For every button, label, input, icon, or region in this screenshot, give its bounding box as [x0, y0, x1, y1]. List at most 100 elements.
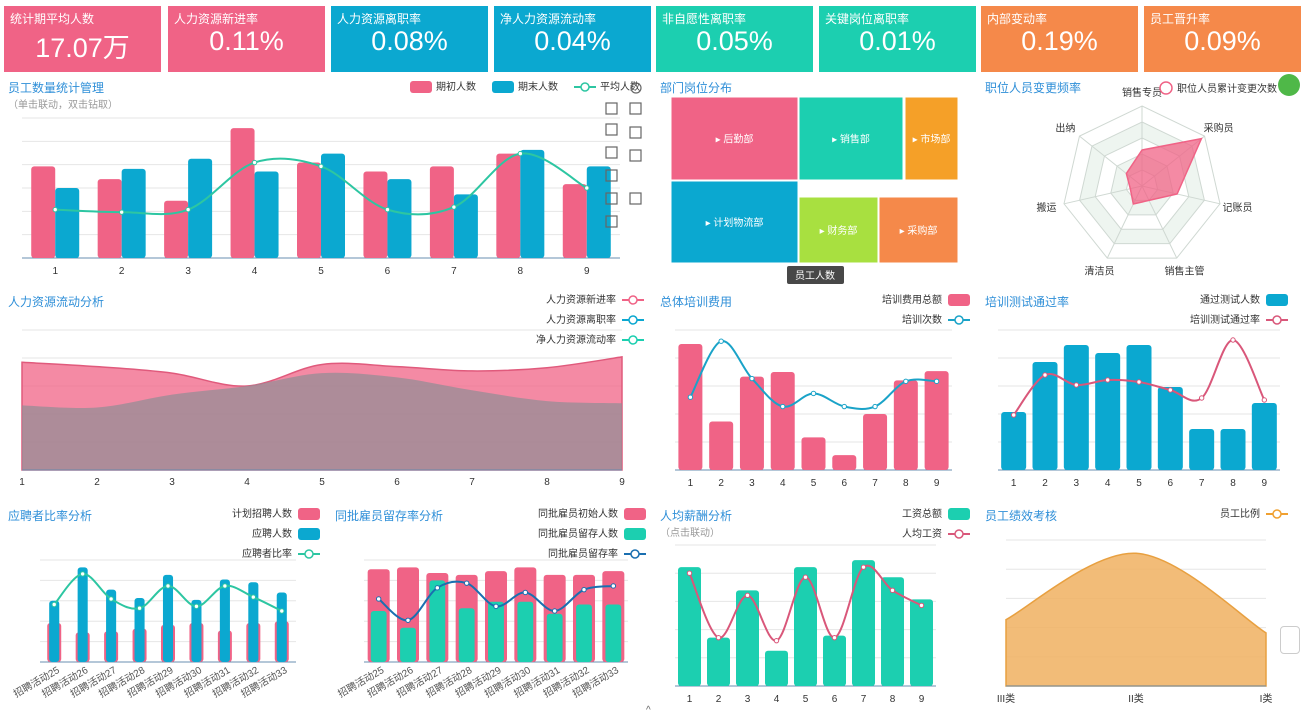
kpi-card[interactable]: 人力资源离职率 0.08%	[331, 6, 488, 72]
kpi-card[interactable]: 员工晋升率 0.09%	[1144, 6, 1301, 72]
series-line	[689, 340, 937, 410]
bar	[370, 611, 387, 662]
x-tick-label: 招聘活动26	[39, 663, 90, 700]
x-tick-label: 9	[919, 694, 925, 705]
kpi-value: 0.04%	[534, 26, 611, 56]
dept-title: 部门岗位分布	[660, 81, 733, 95]
bar	[191, 599, 202, 662]
bar	[924, 371, 949, 470]
bar	[134, 598, 145, 662]
legend-label: 同批雇员留存人数	[538, 527, 618, 540]
kpi-card[interactable]: 人力资源新进率 0.11%	[168, 6, 325, 72]
restore-icon	[605, 102, 618, 115]
side-float-button-2[interactable]	[1280, 626, 1300, 654]
kpi-title: 统计期平均人数	[10, 12, 95, 26]
bar	[485, 571, 507, 662]
x-tick-label: 4	[774, 694, 780, 705]
radar-indicator-label: 记账员	[1223, 202, 1253, 214]
bar	[488, 601, 504, 662]
bar	[188, 158, 213, 258]
x-tick-label: 4	[252, 266, 258, 277]
tooltip-text: 员工人数	[795, 269, 835, 282]
line-point	[517, 150, 524, 157]
legend-swatch	[298, 528, 320, 540]
kpi-card[interactable]: 非自愿性离职率 0.05%	[656, 6, 813, 72]
kpi-title: 关键岗位离职率	[825, 12, 910, 26]
kpi-card[interactable]: 净人力资源流动率 0.04%	[494, 6, 651, 72]
x-tick-label: 9	[619, 477, 625, 488]
line-point	[451, 204, 457, 210]
x-tick-label: 7	[872, 478, 878, 489]
line-type-icon	[629, 149, 642, 162]
line-point	[52, 206, 58, 213]
retention-title: 同批雇员留存率分析	[335, 509, 444, 523]
line-point	[118, 209, 125, 215]
bar	[189, 623, 204, 662]
legend-swatch-dot	[628, 315, 638, 325]
legend-swatch	[948, 294, 970, 306]
x-tick-label: 2	[94, 477, 100, 488]
radar-axis	[1141, 135, 1205, 187]
line-point	[136, 605, 143, 611]
bar	[132, 628, 147, 662]
bar	[367, 569, 390, 662]
treemap-label: ▸ 计划物流部	[706, 216, 764, 229]
series-line	[1012, 338, 1266, 416]
radar-ring	[1094, 137, 1190, 230]
line-point	[889, 587, 896, 594]
kpi-card[interactable]: 关键岗位离职率 0.01%	[819, 6, 976, 72]
line-point	[551, 608, 558, 614]
line-point	[581, 586, 587, 593]
bar	[77, 567, 88, 662]
copy-icon	[605, 146, 618, 159]
x-tick-label: 招聘活动27	[68, 663, 119, 700]
fullscreen-icon	[629, 102, 642, 115]
series-line	[688, 564, 922, 642]
bar	[400, 627, 416, 662]
kpi-title: 人力资源离职率	[337, 12, 422, 26]
radar-ring	[1125, 169, 1159, 201]
scroll-up-icon[interactable]: ^	[646, 705, 651, 716]
bar	[1095, 353, 1121, 470]
bar	[514, 567, 537, 662]
line-point	[1261, 397, 1268, 403]
treemap-cell	[670, 96, 799, 181]
x-tick-label: 8	[544, 477, 550, 488]
x-tick-label: 招聘活动27	[394, 663, 445, 700]
bar	[543, 574, 566, 662]
area-series	[22, 372, 622, 470]
kpi-card[interactable]: 内部变动率 0.19%	[981, 6, 1138, 72]
line-point	[79, 571, 86, 577]
bar	[121, 168, 146, 258]
tooltip-box	[787, 266, 844, 284]
legend-label: 职位人员累计变更次数	[1177, 82, 1277, 95]
x-tick-label: 3	[1074, 478, 1080, 489]
bar	[162, 574, 174, 662]
line-point	[375, 596, 382, 602]
x-tick-label: 招聘活动30	[153, 663, 204, 700]
bar	[678, 344, 703, 470]
line-point	[522, 589, 529, 596]
bar	[739, 376, 764, 470]
treemap-label: ▸ 后勤部	[716, 133, 754, 146]
kpi-value: 0.11%	[209, 26, 284, 56]
legend-label: 通过测试人数	[1200, 293, 1260, 306]
x-tick-label: 4	[1105, 478, 1111, 489]
x-tick-label: 招聘活动25	[335, 663, 386, 700]
bar	[794, 567, 817, 686]
bar	[736, 590, 759, 686]
bar	[453, 194, 478, 258]
bar	[852, 560, 875, 686]
x-tick-label: 5	[811, 478, 817, 489]
x-tick-label: 8	[890, 694, 896, 705]
x-tick-label: 招聘活动31	[182, 663, 233, 700]
line-point	[903, 378, 909, 385]
line-point	[1104, 377, 1111, 383]
side-float-button[interactable]	[1278, 74, 1300, 96]
line-point	[384, 206, 391, 213]
line-point	[749, 375, 755, 382]
x-tick-label: 7	[861, 694, 867, 705]
kpi-card[interactable]: 统计期平均人数 17.07万	[4, 6, 161, 72]
radar-title: 职位人员变更频率	[985, 81, 1082, 95]
